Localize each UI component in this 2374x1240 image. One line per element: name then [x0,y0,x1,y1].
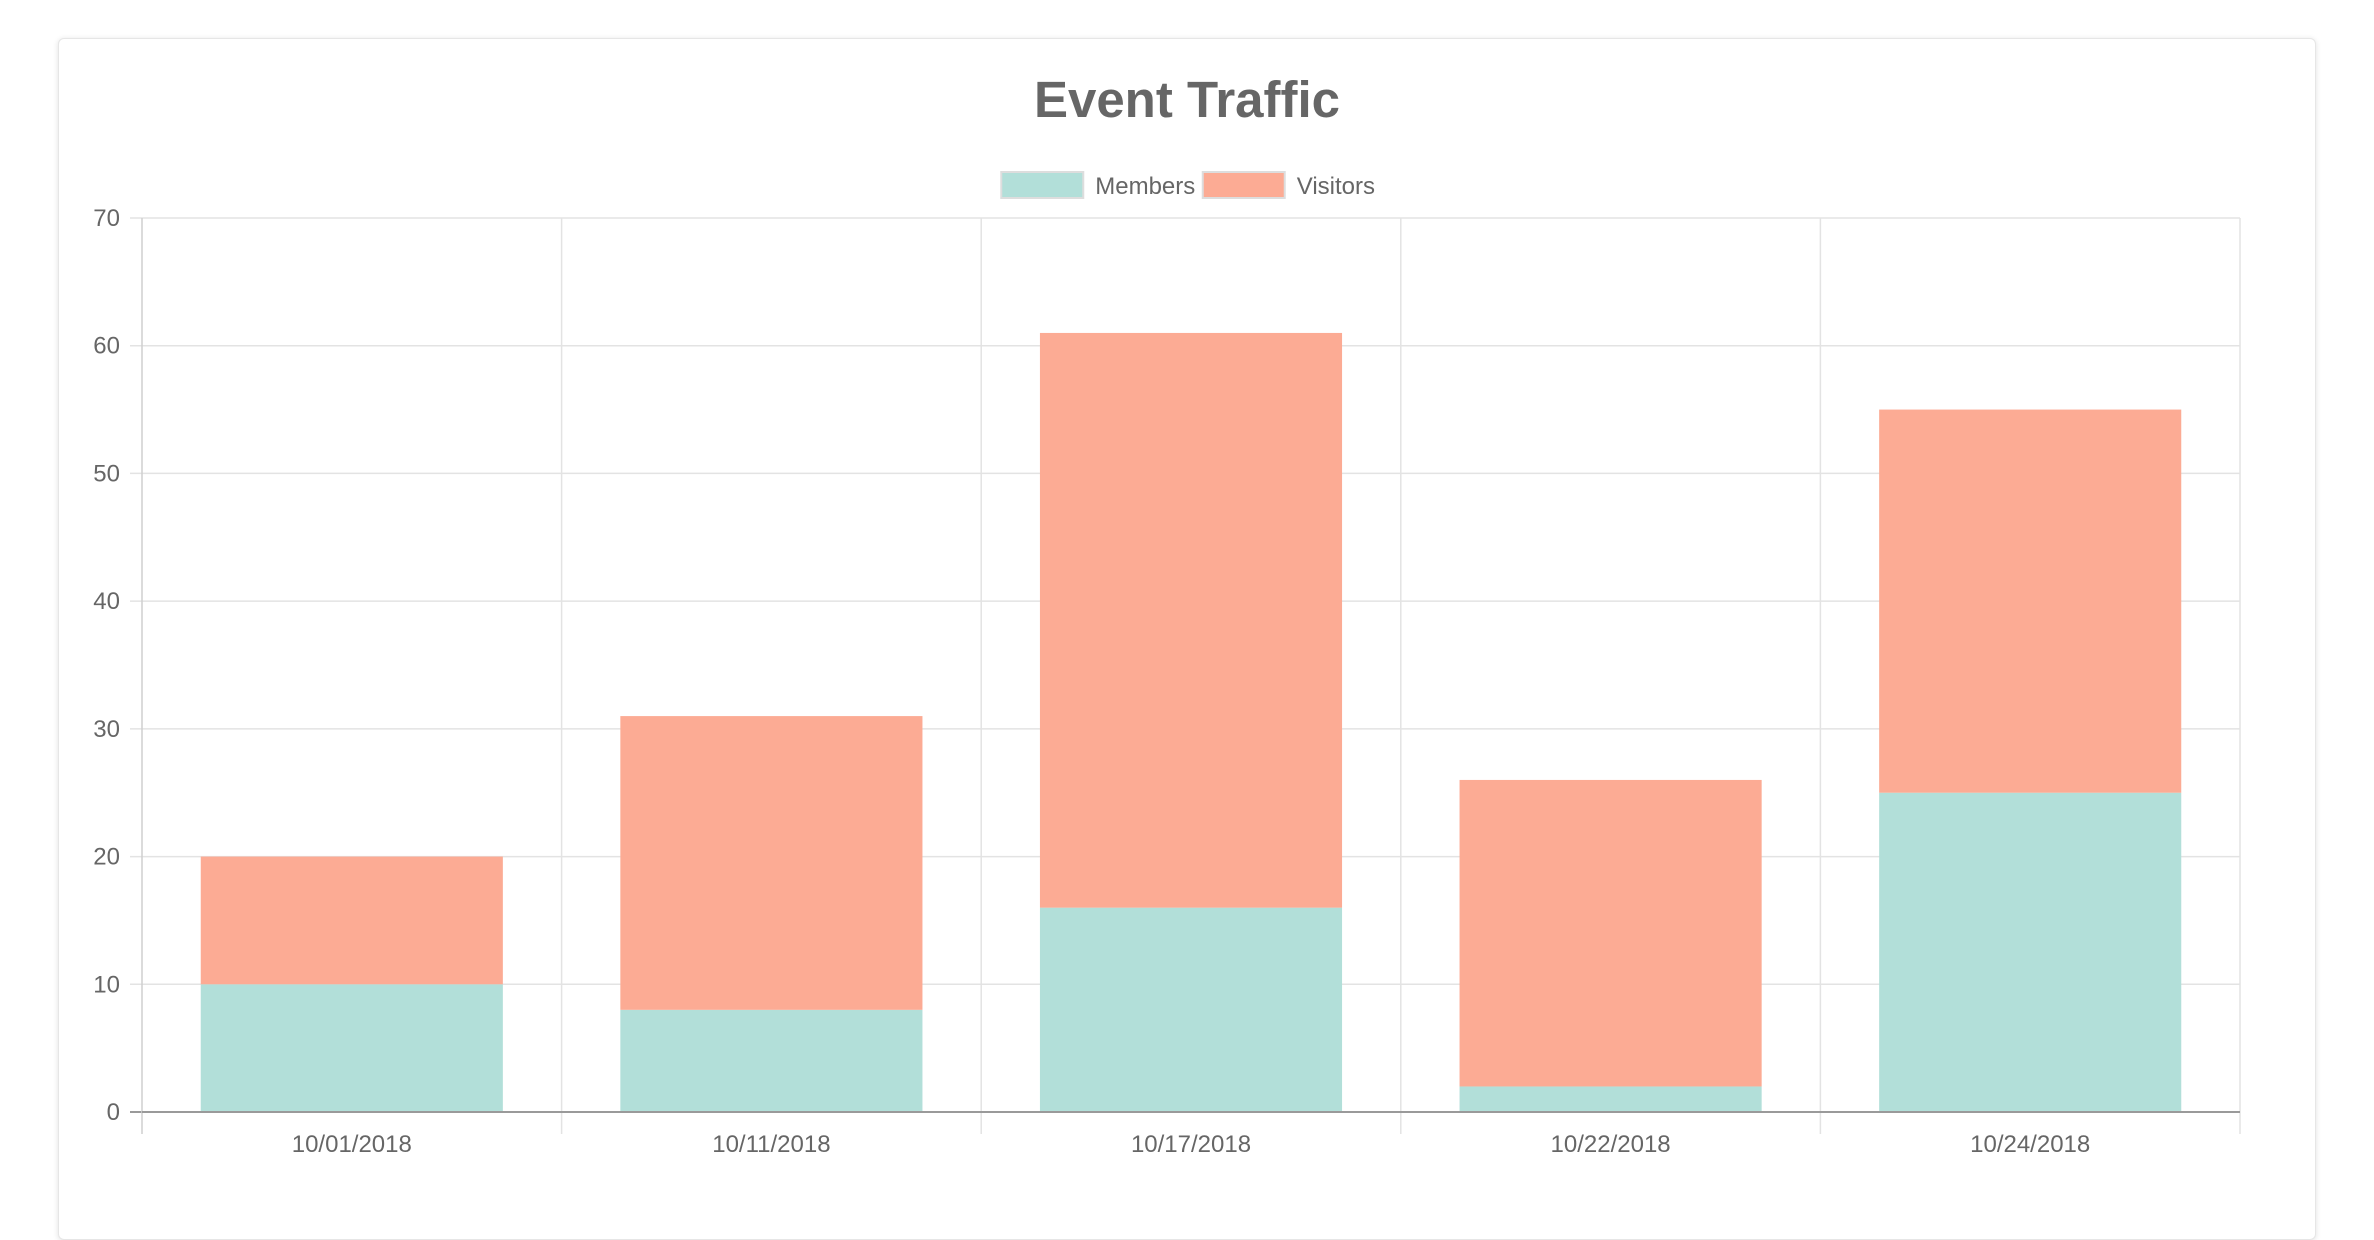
y-tick-label: 0 [107,1099,120,1126]
y-tick-label: 60 [93,333,120,360]
bar-members-2 [1040,908,1342,1112]
bar-visitors-0 [201,857,503,985]
bar-visitors-1 [620,716,922,1010]
legend-swatch-visitors [1203,172,1285,198]
bar-visitors-4 [1879,410,2181,793]
bar-visitors-3 [1460,780,1762,1087]
bar-visitors-2 [1040,333,1342,908]
x-tick-label: 10/24/2018 [1970,1131,2090,1158]
x-tick-label: 10/17/2018 [1131,1131,1251,1158]
y-tick-label: 10 [93,971,120,998]
y-tick-label: 20 [93,844,120,871]
y-tick-label: 50 [93,460,120,487]
x-tick-label: 10/11/2018 [712,1131,830,1158]
legend-label-visitors: Visitors [1297,173,1375,200]
y-tick-label: 40 [93,588,120,615]
y-tick-label: 30 [93,716,120,743]
bar-members-1 [620,1010,922,1112]
y-tick-label: 70 [93,205,120,232]
legend-swatch-members [1001,172,1083,198]
bar-members-0 [201,984,503,1112]
bar-members-3 [1460,1086,1762,1112]
bar-members-4 [1879,793,2181,1112]
legend-label-members: Members [1095,173,1195,200]
stacked-bar-chart: 0 10 20 30 40 50 60 70 10/01/2018 10/11/2018 10/17… [0,0,2374,1178]
x-tick-label: 10/01/2018 [292,1131,412,1158]
x-tick-label: 10/22/2018 [1551,1131,1671,1158]
